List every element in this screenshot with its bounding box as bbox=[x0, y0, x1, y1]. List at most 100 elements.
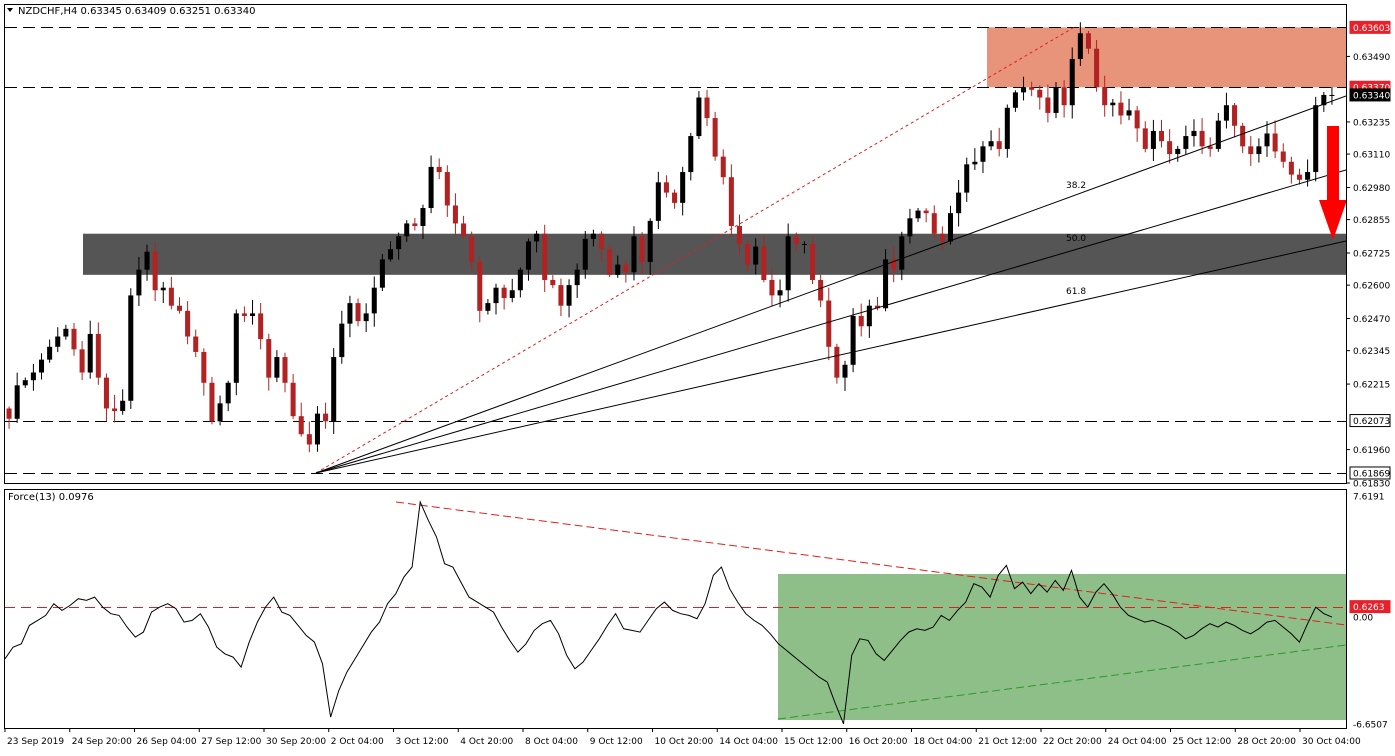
candle-body bbox=[1158, 130, 1165, 142]
candle-body bbox=[680, 172, 686, 203]
candle-body bbox=[517, 269, 523, 291]
candle-body bbox=[241, 313, 247, 316]
force-trendline-down bbox=[395, 501, 1346, 626]
fib-label-61: 61.8 bbox=[1066, 287, 1086, 297]
candle-body bbox=[1110, 102, 1116, 106]
candle-body bbox=[152, 251, 158, 291]
candle-body bbox=[866, 305, 872, 327]
candle-body bbox=[1215, 120, 1221, 149]
force-y-tick-label: 0.00 bbox=[1353, 614, 1373, 624]
candle-body bbox=[469, 236, 475, 262]
candle-body bbox=[258, 313, 264, 340]
candle-body bbox=[793, 236, 799, 244]
x-tick-label: 18 Oct 04:00 bbox=[914, 737, 973, 747]
candle-body bbox=[1094, 48, 1100, 88]
candle-body bbox=[1313, 105, 1319, 173]
candle-body bbox=[534, 233, 540, 242]
candle-body bbox=[176, 305, 183, 311]
x-tick-label: 30 Oct 04:00 bbox=[1302, 737, 1361, 747]
candle-body bbox=[1118, 102, 1124, 116]
candle-body bbox=[1053, 87, 1059, 113]
candle-body bbox=[1272, 133, 1278, 152]
candle-body bbox=[720, 156, 726, 178]
candle-body bbox=[71, 328, 77, 350]
candle-body bbox=[753, 246, 759, 265]
x-tick-label: 25 Oct 12:00 bbox=[1173, 737, 1232, 747]
candle-body bbox=[663, 182, 669, 193]
y-tick-label: 0.62725 bbox=[1353, 249, 1390, 259]
collapse-triangle-icon[interactable] bbox=[7, 8, 13, 12]
candle-body bbox=[1085, 33, 1091, 49]
candle-body bbox=[891, 259, 897, 270]
candle-body bbox=[1199, 130, 1205, 147]
x-tick-label: 24 Sep 20:00 bbox=[72, 737, 132, 747]
x-tick-label: 3 Oct 12:00 bbox=[396, 737, 449, 747]
candle-body bbox=[1061, 87, 1067, 106]
fib-fan-line bbox=[315, 240, 1346, 474]
x-tick-label: 2 Oct 04:00 bbox=[331, 737, 384, 747]
y-tick-label: 0.61830 bbox=[1353, 480, 1390, 490]
candle-body bbox=[22, 380, 28, 386]
candle-body bbox=[801, 244, 807, 245]
candle-body bbox=[1102, 87, 1108, 106]
candle-body bbox=[136, 269, 142, 296]
candle-body bbox=[947, 213, 954, 242]
candle-body bbox=[461, 223, 467, 237]
candle-body bbox=[688, 136, 694, 173]
candle-body bbox=[79, 349, 85, 373]
candle-body bbox=[217, 403, 223, 422]
force-y-tick-label: 7.6191 bbox=[1353, 493, 1385, 503]
candle-body bbox=[1167, 141, 1173, 155]
candle-body bbox=[1321, 94, 1327, 106]
candle-body bbox=[939, 233, 945, 242]
candle-body bbox=[525, 241, 531, 270]
candle-body bbox=[120, 400, 126, 412]
x-tick-label: 10 Oct 20:00 bbox=[655, 737, 714, 747]
candle-body bbox=[842, 364, 848, 378]
candle-body bbox=[185, 310, 191, 337]
fib-label-38: 38.2 bbox=[1066, 181, 1086, 191]
candle-body bbox=[1240, 125, 1246, 147]
candle-body bbox=[306, 434, 312, 445]
candle-body bbox=[298, 416, 304, 435]
candle-body bbox=[810, 244, 816, 280]
y-tick-label: 0.63110 bbox=[1353, 151, 1390, 161]
candle-body bbox=[233, 313, 239, 383]
price-tag bbox=[1349, 466, 1391, 480]
candle-body bbox=[1207, 146, 1213, 149]
y-tick-label: 0.63235 bbox=[1353, 118, 1390, 128]
candle-body bbox=[615, 264, 621, 275]
price-tag bbox=[1349, 88, 1391, 102]
candle-body bbox=[452, 205, 458, 224]
candle-body bbox=[144, 251, 150, 270]
price-tag-label: 0.63603 bbox=[1353, 24, 1390, 34]
candle-body bbox=[1037, 89, 1043, 98]
y-tick-label: 0.62345 bbox=[1353, 347, 1390, 357]
x-tick-label: 23 Sep 2019 bbox=[7, 737, 64, 747]
candle-body bbox=[485, 303, 491, 311]
candle-body bbox=[1045, 97, 1051, 113]
x-tick-label: 4 Oct 20:00 bbox=[460, 737, 513, 747]
candle-body bbox=[444, 172, 450, 206]
candle-body bbox=[550, 279, 556, 286]
candle-body bbox=[339, 323, 345, 358]
candle-body bbox=[477, 261, 483, 311]
y-tick-label: 0.61960 bbox=[1353, 446, 1390, 456]
y-tick-label: 0.63490 bbox=[1353, 53, 1390, 63]
candle-body bbox=[736, 226, 743, 244]
candle-body bbox=[250, 313, 256, 316]
candle-body bbox=[1256, 146, 1262, 155]
candle-body bbox=[323, 413, 329, 422]
price-tag bbox=[1349, 414, 1391, 428]
candle-body bbox=[396, 236, 402, 250]
x-tick-label: 8 Oct 04:00 bbox=[525, 737, 578, 747]
symbol-header: NZDCHF,H4 0.63345 0.63409 0.63251 0.6334… bbox=[18, 6, 255, 17]
x-tick-label: 27 Sep 12:00 bbox=[201, 737, 261, 747]
indicator-header: Force(13) 0.0976 bbox=[8, 492, 94, 503]
candle-body bbox=[996, 141, 1002, 149]
x-tick-label: 28 Oct 20:00 bbox=[1237, 737, 1296, 747]
candle-body bbox=[87, 333, 93, 373]
candle-body bbox=[1305, 172, 1311, 180]
candle-body bbox=[331, 357, 337, 422]
